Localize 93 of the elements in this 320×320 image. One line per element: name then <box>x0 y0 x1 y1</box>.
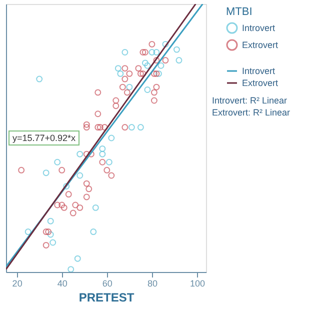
point <box>124 89 130 96</box>
point <box>83 121 90 128</box>
legend-label: Introvert <box>242 23 276 33</box>
point <box>83 124 90 131</box>
point <box>18 166 25 174</box>
point <box>94 89 102 96</box>
point <box>150 70 158 77</box>
point <box>144 86 151 93</box>
x-axis-title: PRETEST <box>78 290 135 304</box>
point <box>108 134 115 142</box>
point <box>99 150 106 158</box>
point <box>76 204 84 211</box>
text: Extrovert: R² Linear <box>212 107 290 118</box>
point <box>144 62 151 69</box>
point <box>137 124 144 131</box>
point <box>162 57 169 64</box>
point <box>104 166 110 174</box>
point <box>96 124 104 131</box>
point <box>142 60 148 66</box>
point <box>117 70 124 77</box>
legend-label: Extrovert <box>242 78 279 88</box>
point <box>76 172 84 179</box>
point <box>68 266 74 272</box>
point <box>74 255 81 262</box>
point <box>94 124 102 131</box>
point <box>94 110 102 118</box>
point <box>45 228 52 236</box>
point <box>47 218 54 224</box>
point <box>99 145 106 152</box>
point <box>60 204 68 211</box>
point <box>63 183 70 190</box>
point <box>150 89 158 96</box>
point <box>122 76 128 82</box>
point <box>128 124 135 131</box>
legend-label: Introvert <box>242 66 276 76</box>
point <box>42 242 50 248</box>
point <box>135 65 142 72</box>
point <box>112 97 120 104</box>
point <box>162 40 169 48</box>
point <box>92 204 99 211</box>
point <box>122 49 128 56</box>
point <box>65 191 72 198</box>
point <box>153 49 160 56</box>
point <box>90 228 97 236</box>
x-tick-label: 20 <box>12 278 22 288</box>
point <box>58 166 66 174</box>
point <box>47 231 54 238</box>
point <box>106 158 112 166</box>
point <box>24 228 32 236</box>
point <box>83 180 90 187</box>
text: Introvert: R² Linear <box>212 95 288 106</box>
point <box>72 202 79 208</box>
point <box>126 84 133 90</box>
point <box>173 46 180 53</box>
point <box>142 49 148 56</box>
point <box>36 76 43 82</box>
x-tick-label: 40 <box>57 278 68 288</box>
point <box>122 124 128 131</box>
point <box>158 62 164 69</box>
point <box>108 172 115 179</box>
point <box>150 97 158 104</box>
point <box>153 84 160 90</box>
point <box>140 70 146 77</box>
point <box>86 186 92 192</box>
point <box>112 102 120 110</box>
point <box>176 57 182 64</box>
point <box>153 57 160 64</box>
point <box>137 70 144 77</box>
point <box>42 228 50 236</box>
point <box>54 158 61 166</box>
legend-label: Extrovert <box>242 40 279 50</box>
point <box>76 150 84 158</box>
point <box>54 202 61 208</box>
point <box>88 150 94 158</box>
point <box>42 170 50 176</box>
point <box>58 202 66 208</box>
point <box>122 65 128 72</box>
point <box>140 49 146 56</box>
legend-title: MTBI <box>226 6 252 18</box>
x-tick-label: 60 <box>102 278 112 288</box>
point <box>114 65 122 72</box>
point <box>101 124 108 131</box>
point <box>126 70 133 77</box>
x-tick-label: 80 <box>147 278 158 288</box>
annotation: y=15.77+0.92*x <box>12 133 76 143</box>
point <box>70 210 76 216</box>
x-tick-label: 100 <box>190 278 206 288</box>
point <box>119 84 126 90</box>
point <box>148 49 156 56</box>
point <box>148 40 156 48</box>
point <box>50 239 56 246</box>
point <box>99 158 106 166</box>
point <box>83 194 90 200</box>
